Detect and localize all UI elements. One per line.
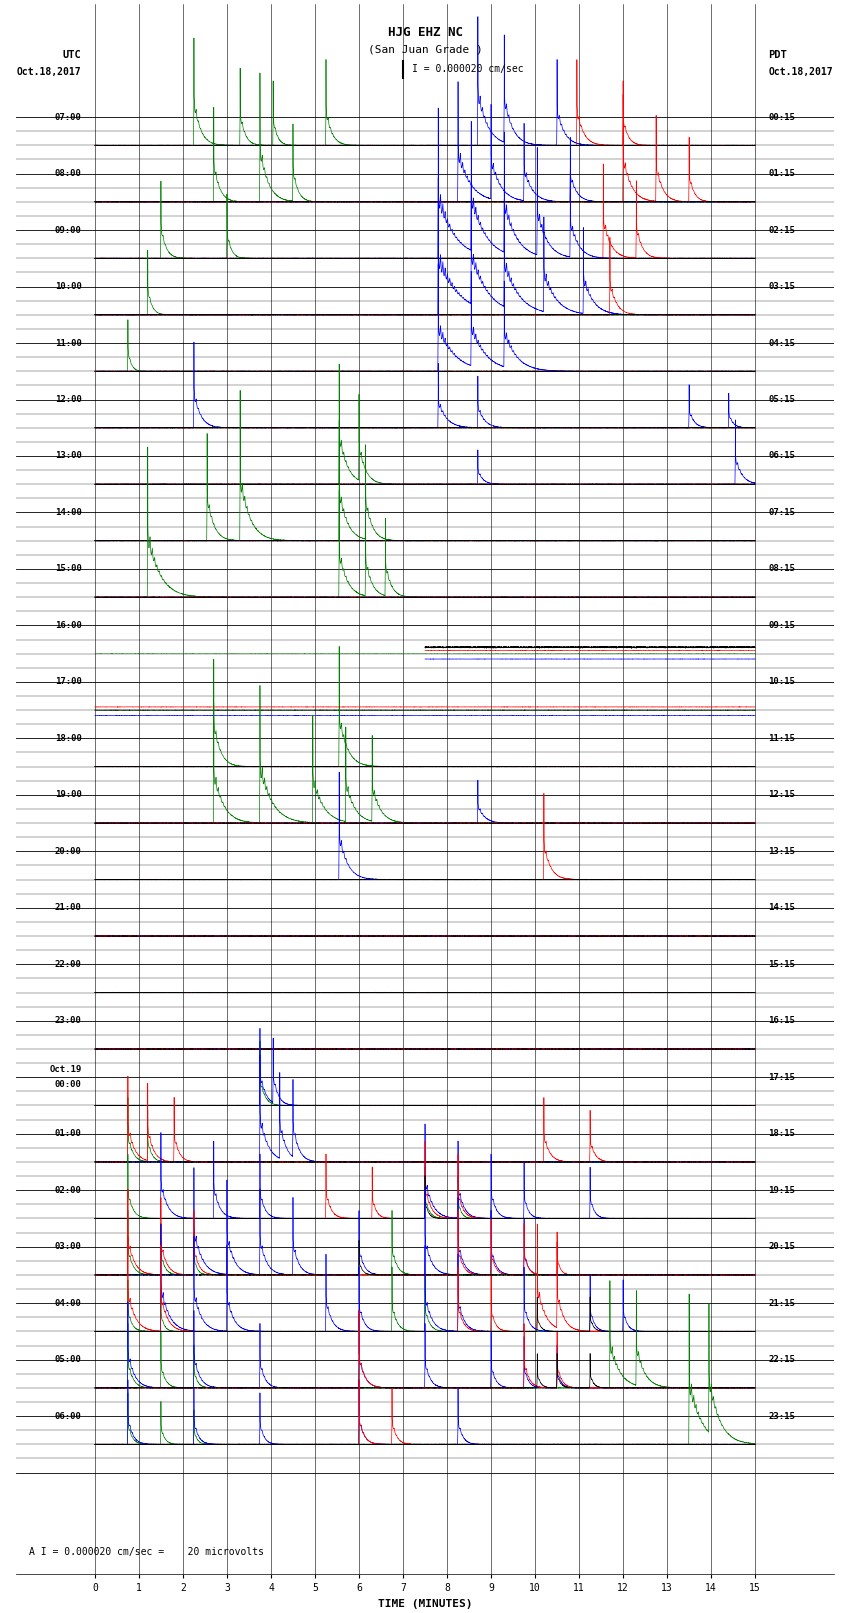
Text: 18:00: 18:00 (54, 734, 82, 744)
Text: 22:00: 22:00 (54, 960, 82, 969)
Text: 06:15: 06:15 (768, 452, 796, 460)
Text: I = 0.000020 cm/sec: I = 0.000020 cm/sec (411, 65, 524, 74)
Text: 17:00: 17:00 (54, 677, 82, 687)
Text: 23:00: 23:00 (54, 1016, 82, 1026)
Text: 10:15: 10:15 (768, 677, 796, 687)
Text: 18:15: 18:15 (768, 1129, 796, 1139)
Text: 10:00: 10:00 (54, 282, 82, 290)
Text: (San Juan Grade ): (San Juan Grade ) (367, 44, 483, 55)
Text: 19:00: 19:00 (54, 790, 82, 800)
Text: 22:15: 22:15 (768, 1355, 796, 1365)
Text: 13:15: 13:15 (768, 847, 796, 857)
Text: 14:15: 14:15 (768, 903, 796, 913)
Text: 20:15: 20:15 (768, 1242, 796, 1252)
Text: 20:00: 20:00 (54, 847, 82, 857)
Text: Oct.18,2017: Oct.18,2017 (768, 68, 833, 77)
Text: 16:15: 16:15 (768, 1016, 796, 1026)
Text: 14:00: 14:00 (54, 508, 82, 518)
Text: PDT: PDT (768, 50, 787, 60)
Text: 07:00: 07:00 (54, 113, 82, 121)
Text: 11:00: 11:00 (54, 339, 82, 347)
Text: 17:15: 17:15 (768, 1073, 796, 1082)
Text: HJG EHZ NC: HJG EHZ NC (388, 26, 462, 39)
Text: 16:00: 16:00 (54, 621, 82, 631)
Text: 02:00: 02:00 (54, 1186, 82, 1195)
Text: 01:00: 01:00 (54, 1129, 82, 1139)
X-axis label: TIME (MINUTES): TIME (MINUTES) (377, 1598, 473, 1608)
Text: 05:15: 05:15 (768, 395, 796, 403)
Text: 12:00: 12:00 (54, 395, 82, 403)
Text: 13:00: 13:00 (54, 452, 82, 460)
Text: 15:00: 15:00 (54, 565, 82, 574)
Text: 15:15: 15:15 (768, 960, 796, 969)
Text: 19:15: 19:15 (768, 1186, 796, 1195)
Text: 03:15: 03:15 (768, 282, 796, 290)
Text: UTC: UTC (63, 50, 82, 60)
Text: 11:15: 11:15 (768, 734, 796, 744)
Text: 02:15: 02:15 (768, 226, 796, 234)
Text: 04:15: 04:15 (768, 339, 796, 347)
Text: 08:00: 08:00 (54, 169, 82, 177)
Text: 01:15: 01:15 (768, 169, 796, 177)
Text: 21:15: 21:15 (768, 1298, 796, 1308)
Text: 09:00: 09:00 (54, 226, 82, 234)
Text: Oct.19: Oct.19 (49, 1066, 82, 1074)
Text: 23:15: 23:15 (768, 1411, 796, 1421)
Text: 12:15: 12:15 (768, 790, 796, 800)
Text: 07:15: 07:15 (768, 508, 796, 518)
Text: 04:00: 04:00 (54, 1298, 82, 1308)
Text: A I = 0.000020 cm/sec =    20 microvolts: A I = 0.000020 cm/sec = 20 microvolts (29, 1547, 264, 1557)
Text: 21:00: 21:00 (54, 903, 82, 913)
Text: 08:15: 08:15 (768, 565, 796, 574)
Text: 09:15: 09:15 (768, 621, 796, 631)
Text: 00:00: 00:00 (54, 1081, 82, 1089)
Text: Oct.18,2017: Oct.18,2017 (17, 68, 82, 77)
Text: 05:00: 05:00 (54, 1355, 82, 1365)
Text: 06:00: 06:00 (54, 1411, 82, 1421)
Text: 00:15: 00:15 (768, 113, 796, 121)
Text: 03:00: 03:00 (54, 1242, 82, 1252)
